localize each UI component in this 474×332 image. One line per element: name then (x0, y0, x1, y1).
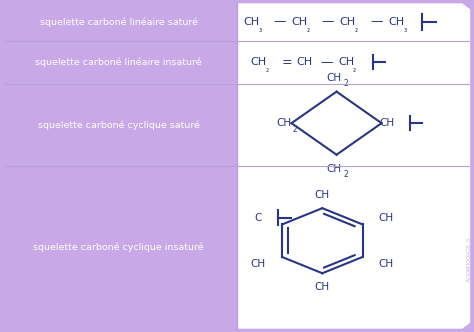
Text: CH: CH (315, 190, 330, 200)
Text: C: C (255, 213, 262, 223)
Text: CH: CH (379, 259, 394, 269)
Text: CH: CH (250, 57, 266, 67)
Text: © SCHOOLMOUV: © SCHOOLMOUV (465, 237, 469, 281)
Text: CH: CH (276, 118, 291, 128)
Text: squelette carboné cyclique saturé: squelette carboné cyclique saturé (37, 120, 200, 129)
Text: —: — (273, 15, 286, 29)
Text: =: = (282, 55, 292, 69)
Text: CH: CH (327, 164, 342, 174)
Text: squelette carboné linéaire saturé: squelette carboné linéaire saturé (39, 17, 198, 27)
Text: —: — (370, 15, 383, 29)
Text: —: — (321, 55, 333, 69)
Text: ₃: ₃ (258, 25, 261, 34)
Text: ₃: ₃ (403, 25, 406, 34)
Text: CH: CH (292, 17, 308, 27)
Text: CH: CH (296, 57, 312, 67)
Text: CH: CH (243, 17, 259, 27)
Text: CH: CH (379, 213, 394, 223)
Text: 2: 2 (344, 79, 348, 88)
Polygon shape (237, 3, 470, 329)
Text: squelette carboné linéaire insaturé: squelette carboné linéaire insaturé (35, 57, 202, 67)
Text: CH: CH (338, 57, 354, 67)
Text: CH: CH (315, 282, 330, 291)
Text: ₂: ₂ (307, 25, 310, 34)
Text: 2: 2 (293, 124, 298, 134)
Text: ₂: ₂ (265, 65, 268, 74)
Text: 2: 2 (344, 170, 348, 179)
Text: ₂: ₂ (355, 25, 358, 34)
Text: CH: CH (388, 17, 404, 27)
Text: CH: CH (380, 118, 395, 128)
Text: CH: CH (340, 17, 356, 27)
Text: —: — (322, 15, 334, 29)
Text: CH: CH (327, 73, 342, 83)
Text: CH: CH (251, 259, 266, 269)
Text: ₂: ₂ (353, 65, 356, 74)
Text: squelette carboné cyclique insaturé: squelette carboné cyclique insaturé (33, 243, 204, 252)
